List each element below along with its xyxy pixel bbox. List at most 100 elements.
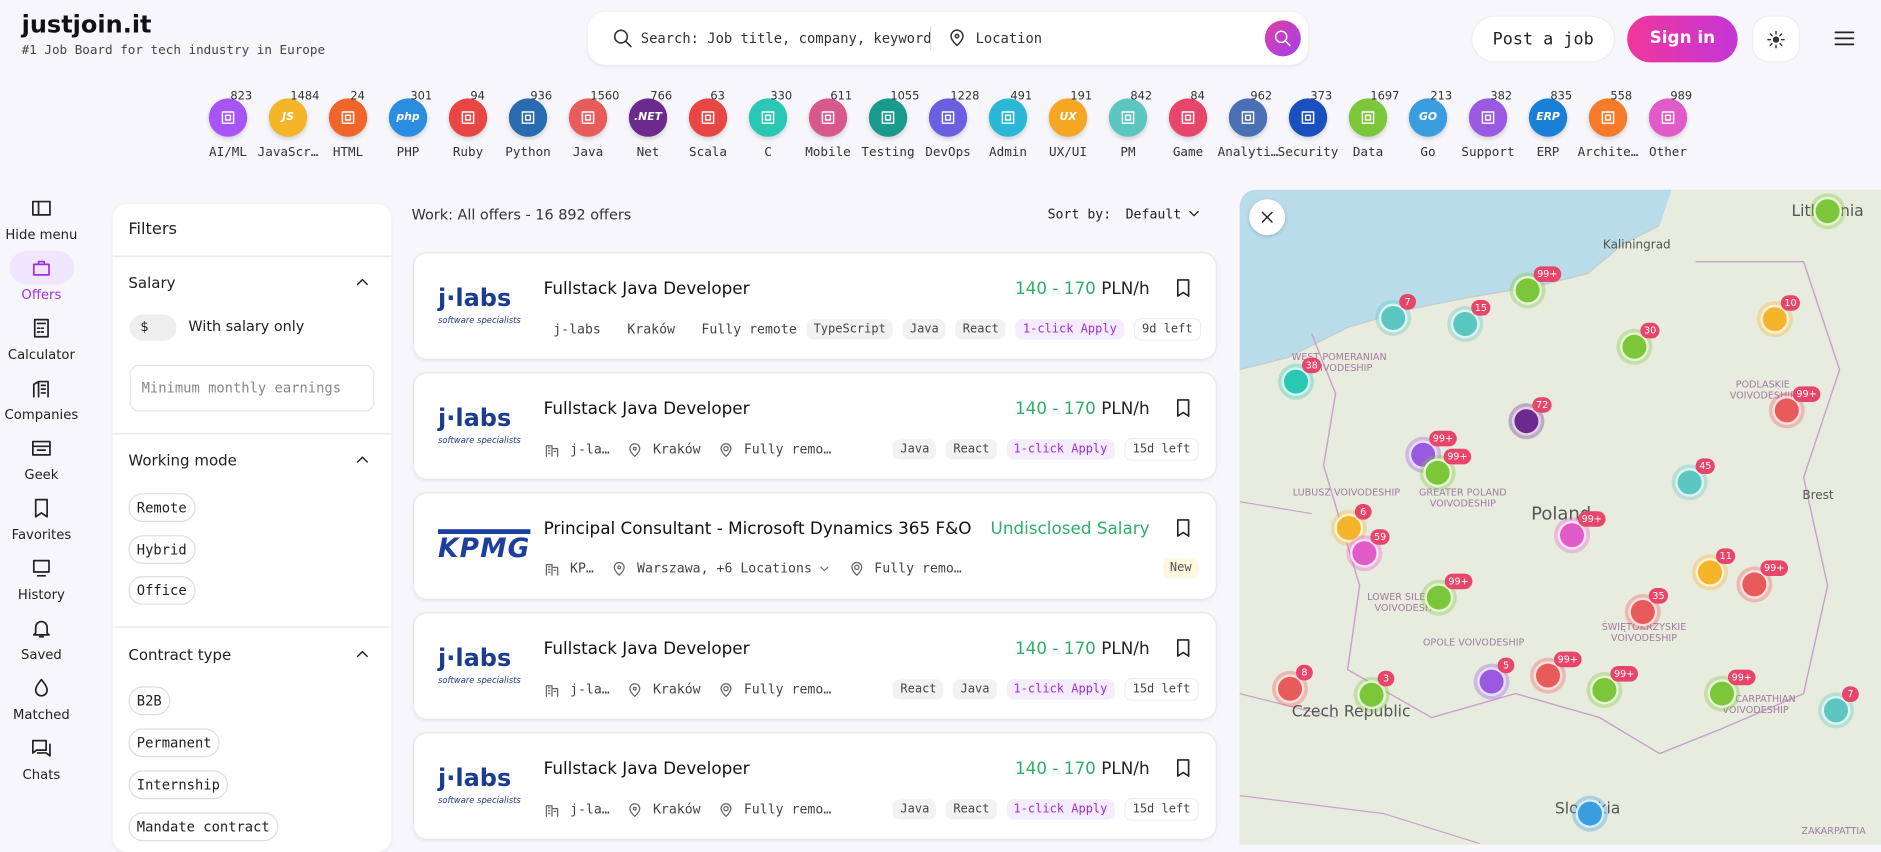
filter-chip[interactable]: Permanent (128, 728, 220, 758)
category-icon[interactable]: php (388, 98, 428, 137)
category-label[interactable]: Admin (989, 145, 1027, 160)
salary-input[interactable]: Minimum monthly earnings (129, 364, 375, 412)
sidebar-label[interactable]: Offers (21, 286, 62, 303)
sidebar-label[interactable]: Geek (24, 466, 59, 483)
category-label[interactable]: UX/UI (1049, 145, 1087, 160)
category-label[interactable]: HTML (332, 145, 364, 160)
category-icon[interactable]: .NET (628, 98, 668, 137)
search-placeholder[interactable]: Search: Job title, company, keyword (640, 30, 932, 47)
category-icon[interactable] (208, 98, 248, 137)
category-label[interactable]: Security (1277, 145, 1339, 160)
category-icon[interactable] (748, 98, 788, 137)
bookmark-button[interactable] (1172, 397, 1196, 421)
map-marker[interactable] (1424, 583, 1454, 612)
category-icon[interactable] (448, 98, 488, 137)
bookmark-button[interactable] (1172, 757, 1196, 781)
map-marker[interactable] (1357, 680, 1386, 710)
category-icon[interactable] (1288, 98, 1328, 137)
category-icon[interactable] (1648, 98, 1688, 137)
map-close-button[interactable] (1249, 199, 1286, 236)
sign-in-button[interactable]: Sign in (1627, 15, 1738, 63)
category-label[interactable]: Game (1172, 145, 1204, 160)
bookmark-button[interactable] (1172, 517, 1196, 541)
sidebar-label[interactable]: Favorites (11, 526, 72, 543)
category-label[interactable]: ERP (1536, 145, 1560, 160)
category-icon[interactable] (988, 98, 1028, 137)
section-title[interactable]: Contract type (128, 645, 232, 664)
post-job-button[interactable]: Post a job (1471, 15, 1616, 63)
category-icon[interactable] (928, 98, 968, 137)
logo[interactable]: justjoin.it (21, 9, 152, 39)
category-label[interactable]: PM (1120, 145, 1136, 160)
map-marker[interactable] (1477, 667, 1506, 696)
job-card[interactable]: j·labs software specialists Fullstack Java… (412, 612, 1217, 720)
filter-chip[interactable]: Office (128, 576, 196, 605)
job-title[interactable]: Fullstack Java Developer (543, 399, 750, 419)
category-icon[interactable] (1168, 98, 1208, 137)
category-label[interactable]: C (764, 145, 772, 160)
map-marker[interactable] (1813, 196, 1843, 226)
section-title[interactable]: Working mode (128, 451, 237, 470)
category-icon[interactable]: GO (1408, 98, 1448, 137)
category-label[interactable]: Go (1420, 145, 1436, 160)
filter-chip[interactable]: Hybrid (128, 534, 196, 564)
category-label[interactable]: Java (572, 145, 604, 160)
category-label[interactable]: Analyti… (1217, 145, 1279, 160)
job-card[interactable]: j·labs software specialists Fullstack Java… (412, 252, 1217, 360)
job-card[interactable]: j·labs software specialists Fullstack Java… (412, 732, 1217, 841)
category-label[interactable]: JavaScr… (257, 145, 319, 160)
job-card[interactable]: j·labs software specialists Fullstack Java… (412, 372, 1217, 481)
category-label[interactable]: Ruby (452, 145, 484, 160)
job-title[interactable]: Fullstack Java Developer (543, 639, 750, 659)
menu-button[interactable] (1830, 24, 1861, 55)
category-icon[interactable] (1588, 98, 1628, 137)
location-placeholder[interactable]: Location (975, 30, 1043, 47)
category-icon[interactable] (1468, 98, 1508, 137)
category-label[interactable]: Net (636, 145, 660, 160)
category-icon[interactable]: UX (1048, 98, 1088, 137)
filter-chip[interactable]: Remote (128, 493, 196, 522)
category-icon[interactable] (808, 98, 848, 137)
theme-toggle[interactable] (1752, 15, 1801, 63)
category-icon[interactable] (1348, 98, 1388, 137)
job-title[interactable]: Fullstack Java Developer (543, 279, 750, 299)
category-label[interactable]: Python (505, 145, 551, 160)
sidebar-label[interactable]: History (17, 586, 65, 603)
map-marker[interactable] (1628, 597, 1658, 627)
job-title[interactable]: Fullstack Java Developer (543, 759, 750, 779)
sidebar-label[interactable]: Companies (4, 406, 79, 423)
bookmark-button[interactable] (1172, 637, 1196, 661)
filter-chip[interactable]: Mandate contract (128, 812, 279, 842)
sidebar-label[interactable]: Matched (12, 706, 70, 723)
category-label[interactable]: Scala (689, 145, 727, 160)
search-button[interactable] (1264, 20, 1301, 57)
map-marker[interactable] (1557, 520, 1587, 550)
filter-chip[interactable]: B2B (128, 686, 171, 716)
salary-toggle[interactable]: $ (129, 314, 177, 341)
sidebar-label[interactable]: Chats (22, 766, 61, 783)
category-label[interactable]: Testing (861, 145, 915, 160)
sidebar-label[interactable]: Saved (21, 646, 62, 663)
map-marker[interactable] (1423, 458, 1452, 488)
map-marker[interactable] (1350, 538, 1379, 568)
category-label[interactable]: Support (1461, 145, 1515, 160)
category-icon[interactable]: JS (268, 98, 308, 137)
category-label[interactable]: Other (1649, 145, 1687, 160)
sidebar-label[interactable]: Calculator (7, 346, 75, 363)
search-bar[interactable]: Search: Job title, company, keyword Locat… (588, 12, 1308, 65)
job-title[interactable]: Principal Consultant - Microsoft Dynamic… (543, 519, 972, 539)
category-icon[interactable] (568, 98, 608, 137)
category-icon[interactable] (508, 98, 548, 137)
job-card[interactable]: KPMG Principal Consultant - Microsoft Dyn… (412, 492, 1217, 600)
category-label[interactable]: PHP (396, 145, 420, 160)
category-label[interactable]: AI/ML (209, 145, 247, 160)
category-icon[interactable] (1228, 98, 1268, 137)
map-marker[interactable] (1575, 799, 1605, 829)
section-title[interactable]: Salary (128, 273, 176, 292)
category-icon[interactable] (688, 98, 728, 137)
category-label[interactable]: Mobile (805, 145, 851, 160)
sidebar-label[interactable]: Hide menu (5, 226, 78, 243)
map-marker[interactable] (1512, 406, 1541, 436)
filter-chip[interactable]: Internship (128, 770, 229, 800)
category-icon[interactable] (868, 98, 908, 137)
